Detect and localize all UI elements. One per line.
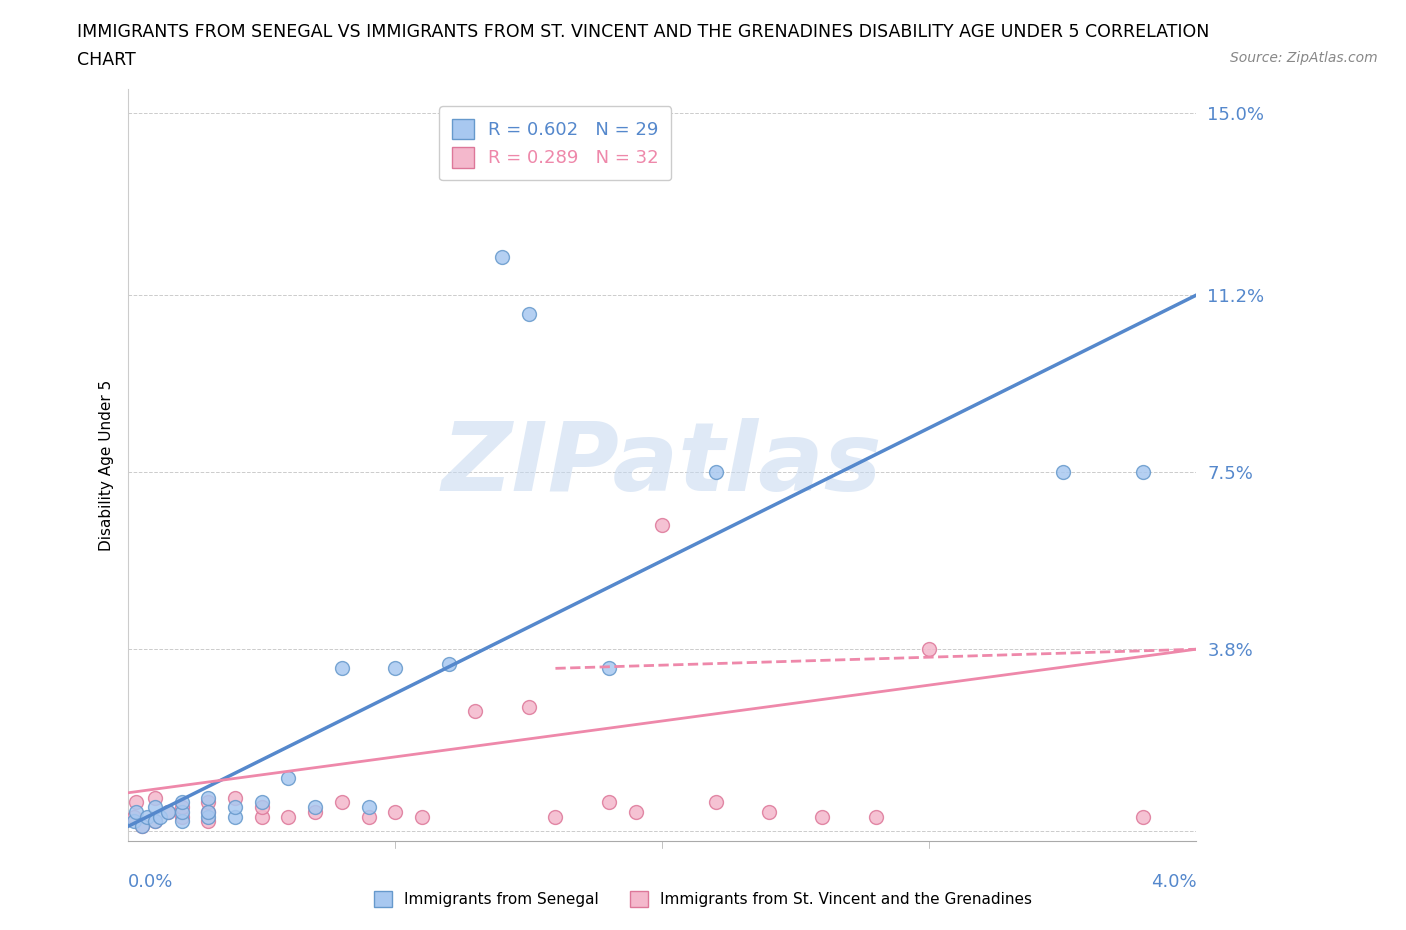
Point: [122, 809, 145, 824]
Point: [170, 814, 193, 829]
Point: [224, 790, 246, 805]
Point: [1132, 809, 1154, 824]
Point: [250, 800, 273, 815]
Point: [197, 804, 219, 819]
Text: Source: ZipAtlas.com: Source: ZipAtlas.com: [1230, 51, 1378, 65]
Point: [143, 800, 166, 815]
Point: [517, 699, 540, 714]
Point: [384, 661, 406, 676]
Point: [304, 804, 326, 819]
Point: [125, 804, 148, 819]
Point: [157, 804, 180, 819]
Point: [170, 809, 193, 824]
Text: 0.0%: 0.0%: [128, 873, 173, 891]
Point: [131, 818, 153, 833]
Point: [1052, 465, 1074, 480]
Point: [122, 814, 145, 829]
Point: [704, 465, 727, 480]
Point: [517, 307, 540, 322]
Point: [811, 809, 834, 824]
Point: [918, 642, 941, 657]
Point: [1132, 465, 1154, 480]
Point: [197, 804, 219, 819]
Point: [170, 804, 193, 819]
Text: 4.0%: 4.0%: [1150, 873, 1197, 891]
Point: [544, 809, 567, 824]
Text: IMMIGRANTS FROM SENEGAL VS IMMIGRANTS FROM ST. VINCENT AND THE GRENADINES DISABI: IMMIGRANTS FROM SENEGAL VS IMMIGRANTS FR…: [77, 23, 1209, 41]
Point: [131, 818, 153, 833]
Point: [250, 795, 273, 810]
Point: [277, 771, 299, 786]
Point: [330, 795, 353, 810]
Y-axis label: Disability Age Under 5: Disability Age Under 5: [100, 379, 114, 551]
Point: [136, 809, 159, 824]
Point: [491, 249, 513, 264]
Text: ZIPatlas: ZIPatlas: [441, 418, 883, 512]
Point: [357, 800, 380, 815]
Point: [758, 804, 780, 819]
Legend: R = 0.602   N = 29, R = 0.289   N = 32: R = 0.602 N = 29, R = 0.289 N = 32: [440, 106, 672, 180]
Point: [197, 814, 219, 829]
Point: [170, 795, 193, 810]
Text: CHART: CHART: [77, 51, 136, 69]
Point: [304, 800, 326, 815]
Point: [277, 809, 299, 824]
Point: [357, 809, 380, 824]
Point: [411, 809, 433, 824]
Point: [224, 809, 246, 824]
Point: [125, 795, 148, 810]
Point: [437, 657, 460, 671]
Point: [250, 809, 273, 824]
Point: [651, 517, 673, 532]
Point: [143, 790, 166, 805]
Point: [197, 809, 219, 824]
Point: [149, 809, 172, 824]
Point: [704, 795, 727, 810]
Point: [464, 704, 486, 719]
Point: [197, 790, 219, 805]
Point: [598, 661, 620, 676]
Legend: Immigrants from Senegal, Immigrants from St. Vincent and the Grenadines: Immigrants from Senegal, Immigrants from…: [368, 884, 1038, 913]
Point: [624, 804, 647, 819]
Point: [197, 795, 219, 810]
Point: [143, 814, 166, 829]
Point: [598, 795, 620, 810]
Point: [330, 661, 353, 676]
Point: [157, 804, 180, 819]
Point: [865, 809, 887, 824]
Point: [143, 814, 166, 829]
Point: [170, 800, 193, 815]
Point: [224, 800, 246, 815]
Point: [384, 804, 406, 819]
